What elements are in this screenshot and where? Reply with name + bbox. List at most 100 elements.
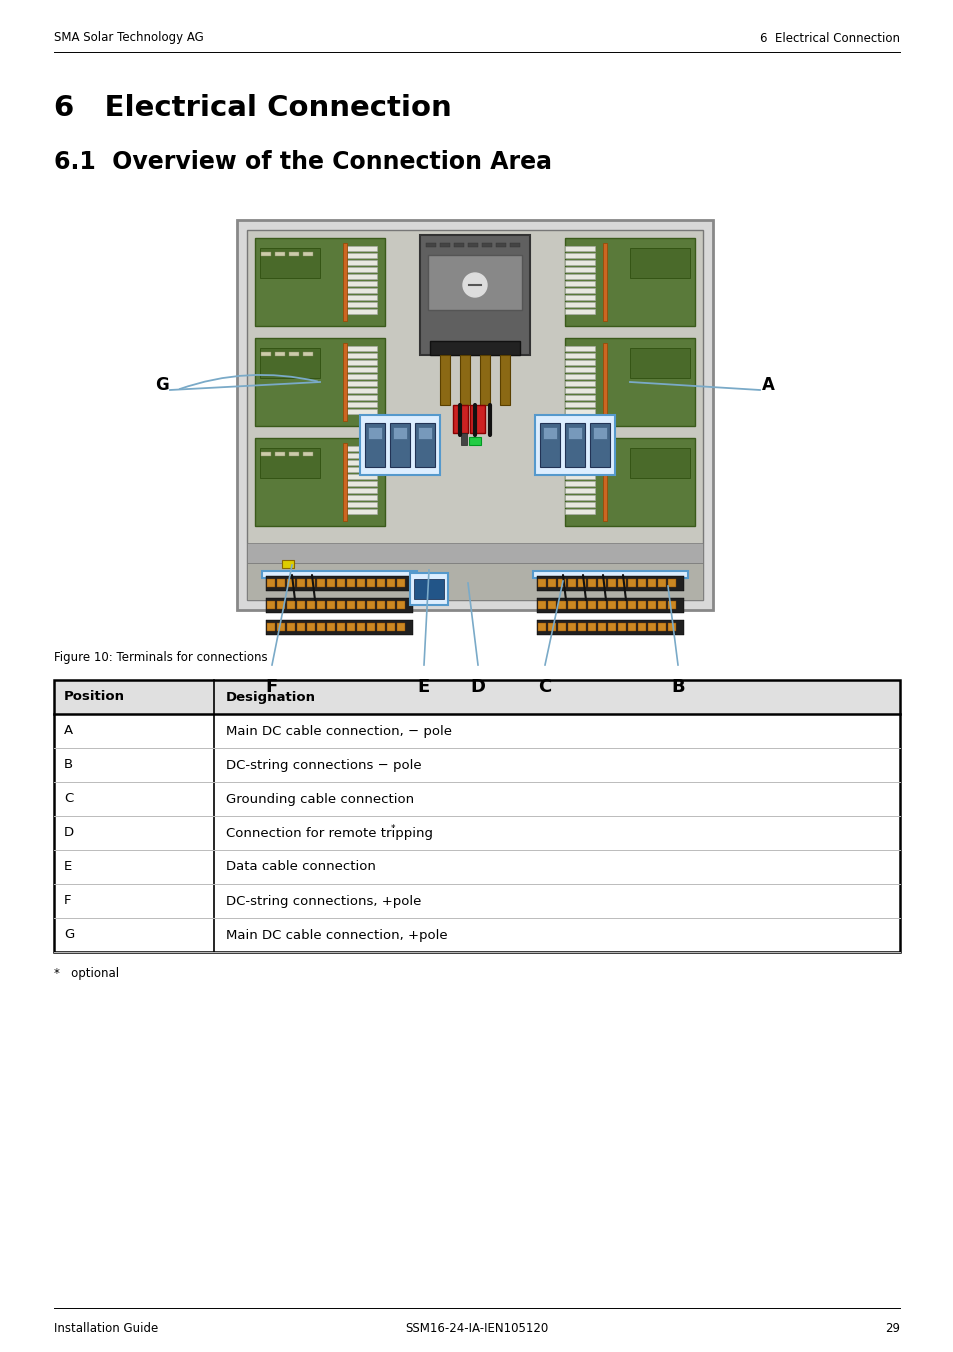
Bar xyxy=(274,251,285,256)
Bar xyxy=(564,453,595,458)
Bar xyxy=(296,602,305,608)
Bar xyxy=(327,579,335,587)
Circle shape xyxy=(462,273,486,297)
Text: Grounding cable connection: Grounding cable connection xyxy=(226,792,414,806)
Bar xyxy=(347,395,376,400)
Bar xyxy=(618,579,625,587)
Bar xyxy=(496,243,505,247)
Bar xyxy=(54,680,899,714)
Bar xyxy=(356,579,365,587)
Text: 6.1  Overview of the Connection Area: 6.1 Overview of the Connection Area xyxy=(54,150,552,174)
Bar xyxy=(415,423,435,466)
Bar xyxy=(343,243,347,320)
Bar xyxy=(564,310,595,314)
Bar xyxy=(347,623,355,631)
Bar xyxy=(564,481,595,485)
Bar xyxy=(589,423,609,466)
Bar xyxy=(347,481,376,485)
Bar xyxy=(347,475,376,479)
Bar xyxy=(564,402,595,407)
Bar xyxy=(564,438,695,526)
Bar xyxy=(426,243,436,247)
Bar xyxy=(439,243,450,247)
Bar xyxy=(627,623,636,631)
Bar xyxy=(316,602,325,608)
Bar xyxy=(454,243,463,247)
Bar xyxy=(414,579,443,599)
Bar xyxy=(629,448,689,479)
Bar xyxy=(419,235,530,356)
Bar xyxy=(564,353,595,358)
Bar xyxy=(564,346,595,352)
Bar xyxy=(638,602,645,608)
Bar xyxy=(289,452,298,456)
Text: 6   Electrical Connection: 6 Electrical Connection xyxy=(54,95,452,122)
Bar xyxy=(564,495,595,500)
Bar xyxy=(567,579,576,587)
Bar xyxy=(247,544,702,562)
Bar xyxy=(587,623,596,631)
Bar xyxy=(537,621,683,635)
Bar xyxy=(347,260,376,265)
Bar xyxy=(54,680,899,952)
Bar xyxy=(564,475,595,479)
Text: SSM16-24-IA-IEN105120: SSM16-24-IA-IEN105120 xyxy=(405,1321,548,1334)
Text: Figure 10: Terminals for connections: Figure 10: Terminals for connections xyxy=(54,652,268,664)
Bar xyxy=(347,288,376,293)
Bar xyxy=(564,274,595,279)
Bar xyxy=(537,623,545,631)
Bar xyxy=(593,427,606,439)
Bar xyxy=(430,341,519,356)
Bar xyxy=(296,579,305,587)
Bar xyxy=(289,251,298,256)
Bar xyxy=(629,247,689,279)
Bar xyxy=(247,230,702,600)
Bar xyxy=(547,579,556,587)
Bar xyxy=(547,602,556,608)
Bar xyxy=(499,356,510,406)
Bar xyxy=(347,360,376,365)
Bar xyxy=(347,246,376,251)
Bar xyxy=(347,579,355,587)
Bar xyxy=(396,623,405,631)
Bar xyxy=(564,460,595,465)
Bar xyxy=(564,281,595,287)
Bar xyxy=(564,338,695,426)
Bar xyxy=(564,266,595,272)
Text: A: A xyxy=(64,725,73,737)
Bar xyxy=(647,602,656,608)
Bar xyxy=(260,448,319,479)
Bar xyxy=(287,623,294,631)
Bar xyxy=(267,602,274,608)
Bar xyxy=(316,579,325,587)
Bar xyxy=(439,356,450,406)
Bar xyxy=(658,602,665,608)
Text: Data cable connection: Data cable connection xyxy=(226,860,375,873)
Bar xyxy=(289,352,298,356)
Text: D: D xyxy=(470,677,485,696)
Bar xyxy=(564,360,595,365)
Bar xyxy=(627,579,636,587)
Bar xyxy=(539,423,559,466)
Bar xyxy=(307,602,314,608)
Bar xyxy=(266,621,413,635)
Bar xyxy=(347,353,376,358)
Bar xyxy=(347,301,376,307)
Bar xyxy=(303,452,313,456)
Bar xyxy=(276,623,285,631)
Text: G: G xyxy=(64,929,74,941)
Bar xyxy=(647,579,656,587)
Bar xyxy=(537,576,683,591)
Bar xyxy=(564,375,595,379)
Bar xyxy=(638,623,645,631)
Bar xyxy=(598,623,605,631)
Bar xyxy=(564,423,584,466)
Bar xyxy=(629,347,689,379)
Bar xyxy=(578,602,585,608)
Bar xyxy=(564,388,595,393)
Text: Installation Guide: Installation Guide xyxy=(54,1321,158,1334)
Bar xyxy=(598,602,605,608)
Bar xyxy=(307,579,314,587)
Bar xyxy=(564,288,595,293)
Bar xyxy=(376,579,385,587)
